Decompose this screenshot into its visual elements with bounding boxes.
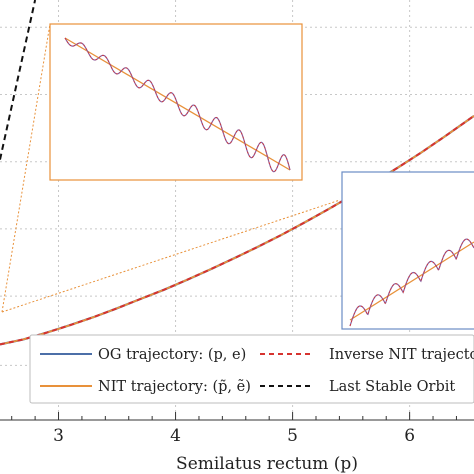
legend: OG trajectory: (p, e) Inverse NIT traject… <box>29 334 474 404</box>
x-axis-title: Semilatus rectum (p) <box>176 454 358 474</box>
inset-connector <box>1 199 341 313</box>
legend-label-1: Inverse NIT trajecto <box>329 347 474 363</box>
x-tick-label-1: 4 <box>170 426 181 446</box>
x-axis: 3 4 5 6 Semilatus rectum (p) <box>0 412 474 474</box>
zoom-inset-orange <box>49 23 303 181</box>
inset-blue-oscillation-dashed <box>349 238 474 327</box>
series-line-3 <box>0 0 37 160</box>
x-tick-label-2: 5 <box>287 426 298 446</box>
x-tick-label-0: 3 <box>53 426 64 446</box>
insets-layer <box>49 23 474 330</box>
zoom-inset-blue <box>341 171 474 330</box>
legend-label-0: OG trajectory: (p, e) <box>98 347 246 363</box>
legend-label-3: Last Stable Orbit <box>329 379 455 395</box>
inset-connector <box>1 23 51 313</box>
legend-label-2: NIT trajectory: (p̃, ẽ) <box>98 379 251 395</box>
x-tick-label-3: 6 <box>404 426 415 446</box>
series-line-2 <box>0 115 474 346</box>
inset-orange-oscillation-dashed <box>64 37 291 173</box>
legend-box <box>29 334 474 404</box>
